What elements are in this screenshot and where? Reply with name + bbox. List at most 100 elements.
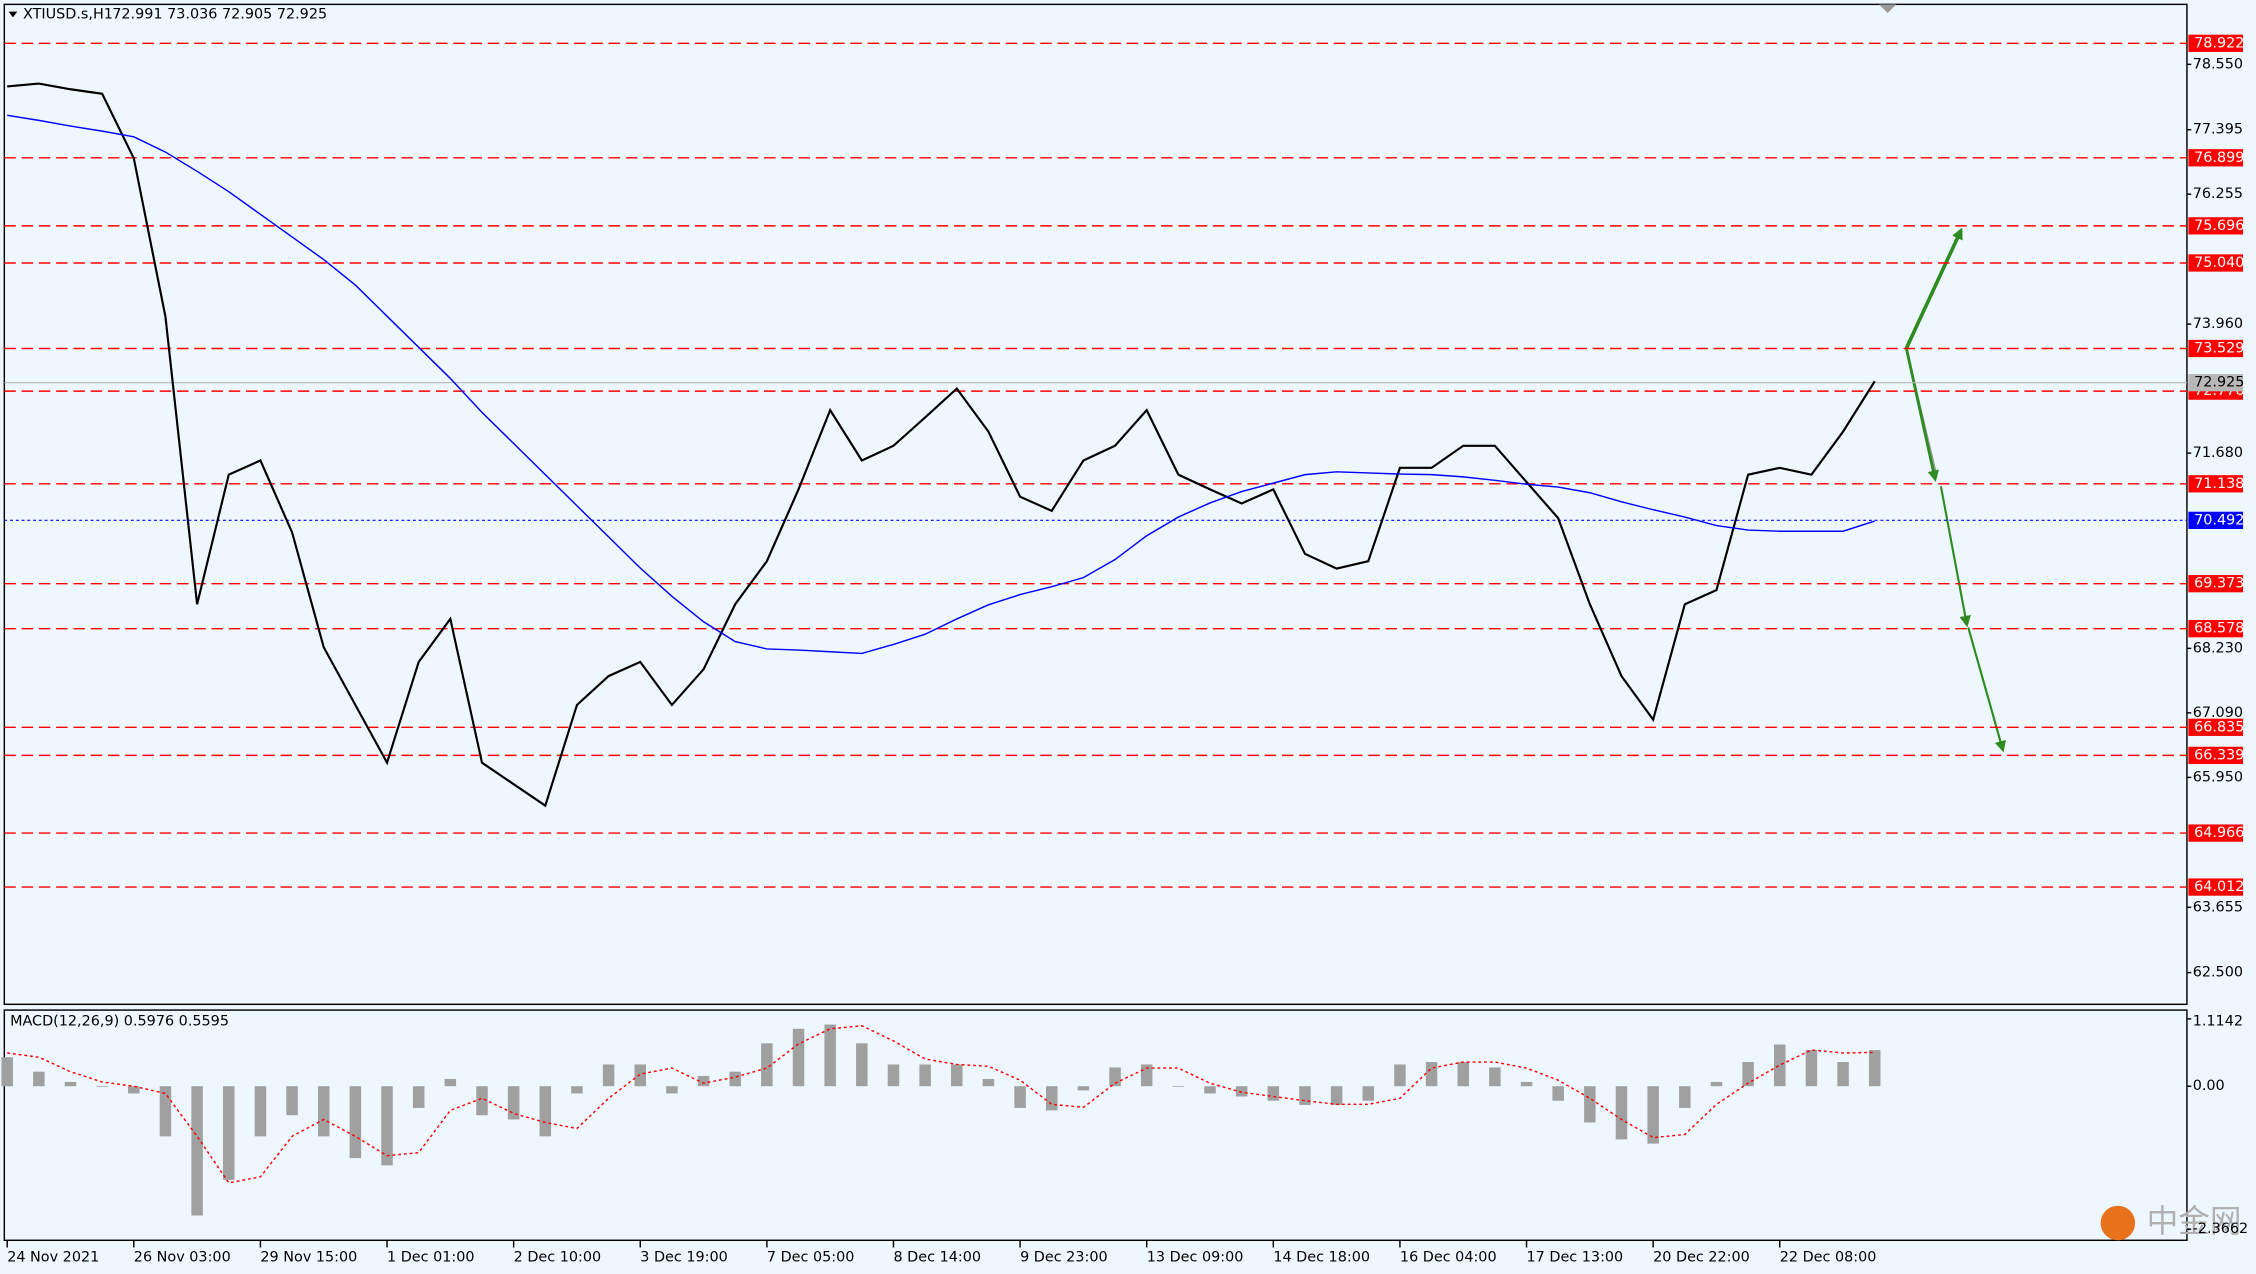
x-tick-label: 3 Dec 19:00 — [640, 1250, 728, 1266]
level-tag — [2188, 34, 2244, 52]
macd-title: MACD(12,26,9) 0.5976 0.5595 — [10, 1014, 229, 1030]
logo: 中金网 — [2147, 1204, 2242, 1240]
macd-bar — [1457, 1062, 1469, 1087]
macd-bar — [64, 1081, 77, 1087]
macd-bar — [824, 1024, 836, 1087]
y-tick-label: 63.655 — [2193, 899, 2243, 915]
level-label: 69.373 — [2194, 576, 2244, 592]
macd-bar — [919, 1064, 931, 1087]
level-tag — [2188, 149, 2244, 167]
level-label: 66.835 — [2194, 719, 2244, 735]
symbol: XTIUSD.s,H1 — [23, 6, 113, 22]
x-tick-label: 7 Dec 05:00 — [767, 1250, 855, 1266]
macd-bar — [666, 1086, 678, 1094]
macd-bar — [1520, 1081, 1533, 1087]
macd-bar — [1045, 1086, 1058, 1111]
macd-bar — [317, 1086, 330, 1137]
x-tick-label: 20 Dec 22:00 — [1653, 1250, 1750, 1266]
level-tag — [2188, 339, 2244, 358]
macd-bar — [1837, 1062, 1849, 1087]
x-tick-label: 8 Dec 14:00 — [893, 1250, 981, 1266]
x-tick-label: 17 Dec 13:00 — [1527, 1250, 1624, 1266]
level-label: 73.529 — [2194, 340, 2244, 356]
level-tag — [2188, 718, 2244, 736]
x-tick-label: 29 Nov 15:00 — [260, 1250, 357, 1266]
y-tick-label: 68.230 — [2193, 640, 2243, 656]
level-label: 71.138 — [2194, 476, 2244, 492]
macd-bar — [1489, 1067, 1501, 1087]
level-label: 64.012 — [2194, 879, 2244, 895]
macd-bar — [634, 1064, 647, 1087]
macd-bar — [792, 1028, 805, 1087]
macd-bar — [33, 1071, 45, 1087]
price-tag — [2188, 374, 2244, 392]
macd-bar — [1204, 1086, 1216, 1094]
macd-bar — [412, 1086, 425, 1108]
x-tick-label: 22 Dec 08:00 — [1780, 1250, 1877, 1266]
y-tick-label: 0.00 — [2193, 1078, 2225, 1094]
arrow-down — [1967, 627, 2006, 753]
level-label: 75.040 — [2194, 255, 2244, 271]
x-tick-label: 26 Nov 03:00 — [134, 1250, 231, 1266]
y-tick-label: 62.500 — [2193, 965, 2243, 981]
y-tick-label: 65.950 — [2193, 769, 2243, 785]
level-tag — [2188, 575, 2244, 593]
level-tag — [2188, 254, 2244, 272]
signal-line — [7, 1025, 1875, 1184]
macd-bar — [1615, 1086, 1628, 1140]
macd-bar — [507, 1086, 520, 1120]
macd-bar — [286, 1086, 298, 1116]
macd-bar — [1267, 1086, 1280, 1101]
macd-bar — [96, 1086, 108, 1087]
level-label: 64.966 — [2194, 825, 2244, 841]
quote: 72.991 73.036 72.905 72.925 — [112, 6, 327, 22]
level-tag — [2188, 746, 2244, 765]
macd-bar — [1742, 1062, 1754, 1087]
macd-bar — [1425, 1062, 1438, 1087]
y-tick-label: -2.3662 — [2193, 1221, 2249, 1237]
level-tag — [2188, 475, 2244, 493]
macd-bar — [539, 1086, 552, 1137]
macd-bar — [476, 1086, 488, 1116]
macd-bar — [1868, 1050, 1881, 1087]
macd-bar — [349, 1086, 362, 1159]
x-tick-label: 16 Dec 04:00 — [1400, 1250, 1497, 1266]
macd-bar — [1394, 1064, 1406, 1087]
macd-bar — [1014, 1086, 1026, 1108]
macd-bar — [128, 1086, 140, 1094]
level-tag — [2188, 878, 2244, 896]
macd-bar — [1679, 1086, 1691, 1108]
x-tick-label: 1 Dec 01:00 — [387, 1250, 475, 1266]
shift-marker — [1879, 4, 1897, 14]
macd-bar — [444, 1078, 457, 1087]
macd-bar — [1140, 1064, 1153, 1087]
y-tick-label: 73.960 — [2193, 316, 2243, 332]
x-tick-label: 14 Dec 18:00 — [1273, 1250, 1370, 1266]
macd-bar — [602, 1064, 615, 1087]
level-label: 68.578 — [2194, 621, 2244, 637]
level-label: 78.922 — [2194, 35, 2244, 51]
macd-bar — [887, 1064, 900, 1087]
macd-bar — [1299, 1086, 1311, 1105]
macd-bar — [1235, 1086, 1248, 1097]
y-tick-label: 1.1142 — [2193, 1014, 2243, 1030]
arrow-up — [1904, 227, 1963, 349]
macd-bar — [856, 1043, 868, 1087]
arrow-down — [1904, 347, 1939, 482]
x-tick-label: 13 Dec 09:00 — [1147, 1250, 1244, 1266]
x-tick-label: 2 Dec 10:00 — [514, 1250, 602, 1266]
macd-bar — [982, 1078, 995, 1087]
level-tag — [2188, 824, 2244, 842]
level-label: 76.899 — [2194, 150, 2244, 166]
macd-bar — [159, 1086, 172, 1137]
macd-bar — [1077, 1086, 1090, 1091]
level-tag — [2188, 217, 2244, 235]
price-tag — [2188, 511, 2244, 529]
macd-bar — [697, 1075, 710, 1087]
macd-bar — [381, 1086, 393, 1166]
macd-bar — [1710, 1081, 1723, 1087]
price-tag-label: 70.492 — [2194, 512, 2244, 528]
logo-icon — [2100, 1205, 2136, 1241]
